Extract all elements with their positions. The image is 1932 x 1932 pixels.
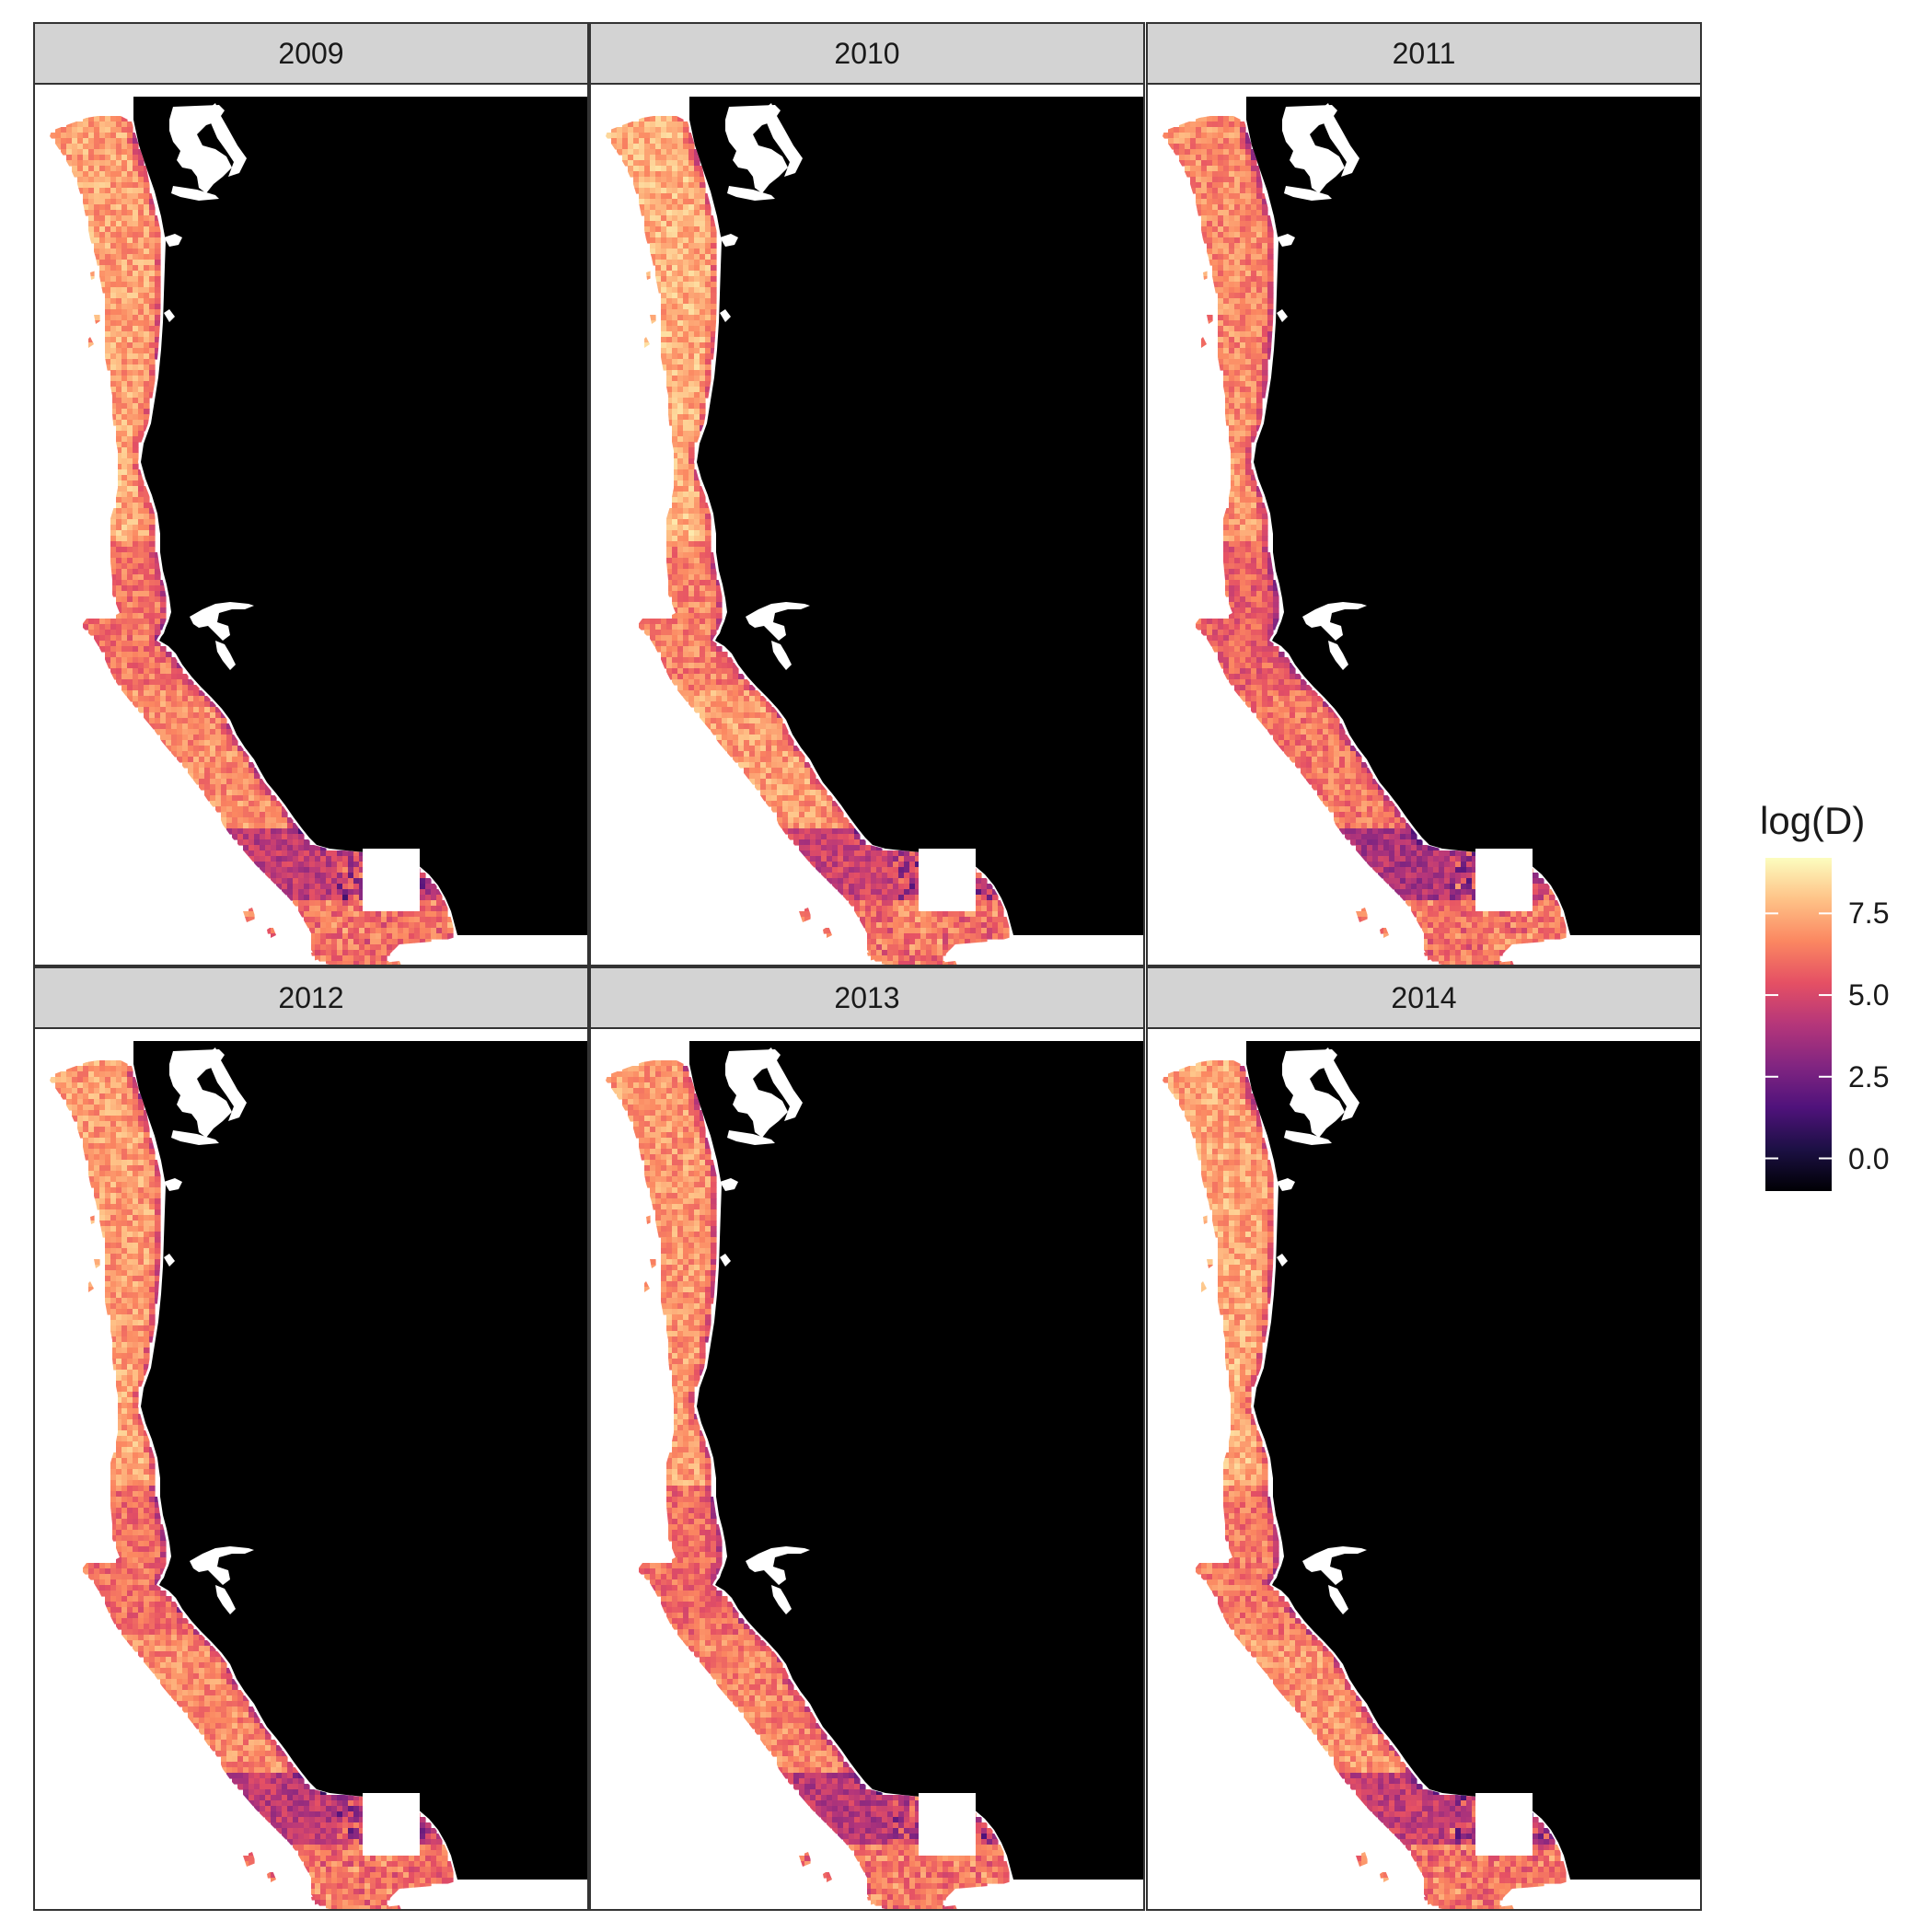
water-inlet bbox=[720, 1254, 731, 1267]
water-inlet bbox=[720, 309, 731, 322]
legend-colorbar bbox=[1765, 858, 1832, 1191]
facet-strip-label: 2009 bbox=[33, 22, 589, 85]
map-area bbox=[33, 1029, 589, 1911]
map-area bbox=[33, 85, 589, 966]
legend-tick-label: 0.0 bbox=[1848, 1141, 1890, 1175]
map-svg bbox=[50, 97, 587, 965]
excluded-area bbox=[363, 849, 420, 911]
facet-strip-label: 2011 bbox=[1146, 22, 1702, 85]
map-svg bbox=[1163, 97, 1700, 965]
map-svg bbox=[1163, 1041, 1700, 1909]
water-inlet bbox=[171, 186, 219, 201]
water-inlet bbox=[169, 1049, 232, 1138]
water-inlet bbox=[1328, 641, 1348, 670]
water-inlet bbox=[1277, 309, 1288, 322]
water-inlet bbox=[771, 641, 792, 670]
water-inlet bbox=[720, 234, 738, 247]
water-inlet bbox=[164, 1178, 182, 1191]
land-mass bbox=[1246, 97, 1700, 935]
facet-strip-label: 2014 bbox=[1146, 966, 1702, 1029]
facet-strip-label: 2013 bbox=[589, 966, 1145, 1029]
water-inlet bbox=[206, 1047, 247, 1121]
land-mass bbox=[1246, 1041, 1700, 1880]
legend-tick-label: 2.5 bbox=[1848, 1059, 1890, 1093]
color-legend: log(D) 0.0 2.5 5.0 7.5 bbox=[1760, 799, 1926, 1204]
water-inlet bbox=[1282, 1049, 1345, 1138]
water-inlet bbox=[771, 1585, 792, 1614]
facet-panel-2014: 2014 bbox=[1146, 966, 1702, 1911]
land-mass bbox=[133, 97, 587, 935]
water-inlet bbox=[1319, 1047, 1359, 1121]
water-inlet bbox=[206, 103, 247, 177]
facet-panel-2011: 2011 bbox=[1146, 22, 1702, 966]
legend-title: log(D) bbox=[1760, 799, 1866, 842]
water-inlet bbox=[1277, 234, 1295, 247]
water-inlet bbox=[215, 641, 236, 670]
water-inlet bbox=[164, 1254, 175, 1267]
water-inlet bbox=[725, 105, 788, 193]
map-area bbox=[1146, 1029, 1702, 1911]
water-inlet bbox=[1282, 105, 1345, 193]
water-inlet bbox=[1302, 1546, 1367, 1585]
facet-strip-label: 2012 bbox=[33, 966, 589, 1029]
water-inlet bbox=[762, 103, 803, 177]
water-inlet bbox=[1277, 1178, 1295, 1191]
water-inlet bbox=[720, 1178, 738, 1191]
land-mass bbox=[689, 97, 1143, 935]
map-area bbox=[1146, 85, 1702, 966]
map-area bbox=[589, 1029, 1145, 1911]
facet-panel-2013: 2013 bbox=[589, 966, 1145, 1911]
excluded-area bbox=[363, 1793, 420, 1856]
map-area bbox=[589, 85, 1145, 966]
water-inlet bbox=[727, 1130, 775, 1145]
water-inlet bbox=[1284, 1130, 1332, 1145]
map-svg bbox=[50, 1041, 587, 1909]
water-inlet bbox=[1302, 602, 1367, 641]
excluded-area bbox=[1475, 1793, 1533, 1856]
map-svg bbox=[606, 97, 1143, 965]
facet-panel-2009: 2009 bbox=[33, 22, 589, 966]
excluded-area bbox=[1475, 849, 1533, 911]
density-raster bbox=[50, 116, 454, 965]
facet-panel-2012: 2012 bbox=[33, 966, 589, 1911]
water-inlet bbox=[164, 234, 182, 247]
water-inlet bbox=[190, 602, 254, 641]
land-mass bbox=[689, 1041, 1143, 1880]
legend-gradient bbox=[1765, 858, 1832, 1191]
excluded-area bbox=[919, 1793, 976, 1856]
water-inlet bbox=[1328, 1585, 1348, 1614]
density-raster bbox=[606, 116, 1010, 965]
facet-panel-2010: 2010 bbox=[589, 22, 1145, 966]
legend-tick-label: 7.5 bbox=[1848, 897, 1890, 931]
water-inlet bbox=[746, 602, 810, 641]
legend-tick-label: 5.0 bbox=[1848, 978, 1890, 1012]
land-mass bbox=[133, 1041, 587, 1880]
water-inlet bbox=[762, 1047, 803, 1121]
water-inlet bbox=[171, 1130, 219, 1145]
water-inlet bbox=[746, 1546, 810, 1585]
water-inlet bbox=[725, 1049, 788, 1138]
density-raster bbox=[1163, 1060, 1567, 1909]
water-inlet bbox=[164, 309, 175, 322]
water-inlet bbox=[1284, 186, 1332, 201]
water-inlet bbox=[1277, 1254, 1288, 1267]
density-raster bbox=[1163, 116, 1567, 965]
water-inlet bbox=[190, 1546, 254, 1585]
water-inlet bbox=[727, 186, 775, 201]
water-inlet bbox=[1319, 103, 1359, 177]
facet-strip-label: 2010 bbox=[589, 22, 1145, 85]
excluded-area bbox=[919, 849, 976, 911]
water-inlet bbox=[169, 105, 232, 193]
water-inlet bbox=[215, 1585, 236, 1614]
map-svg bbox=[606, 1041, 1143, 1909]
